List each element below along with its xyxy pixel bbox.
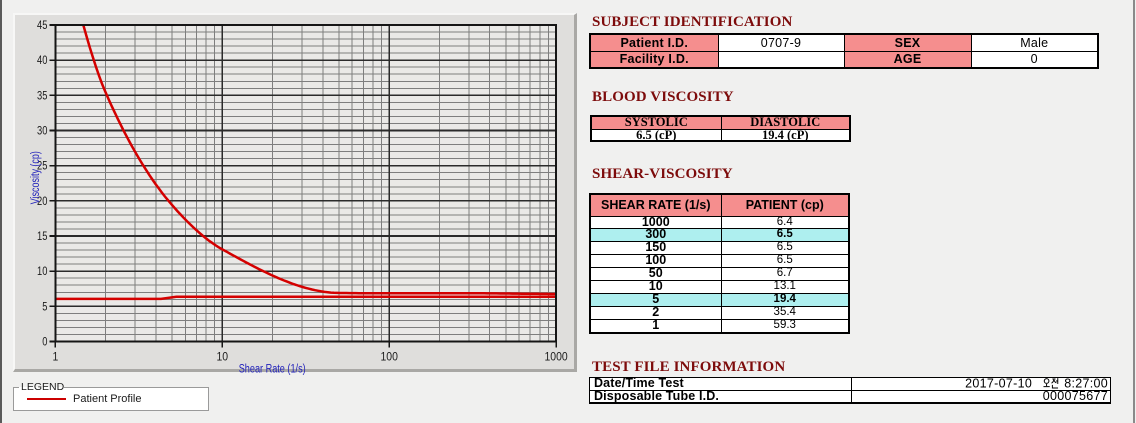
svg-text:Shear Rate (1/s): Shear Rate (1/s)	[239, 364, 306, 376]
svg-text:5: 5	[42, 301, 47, 313]
svg-text:25: 25	[37, 161, 47, 173]
svg-text:15: 15	[37, 231, 47, 243]
svg-text:100: 100	[381, 352, 398, 364]
svg-text:35: 35	[37, 90, 47, 102]
svg-text:1000: 1000	[545, 352, 568, 364]
svg-text:0: 0	[42, 337, 47, 349]
svg-text:30: 30	[37, 126, 47, 138]
svg-text:40: 40	[37, 55, 47, 67]
svg-text:Viscosity (cp): Viscosity (cp)	[30, 151, 42, 204]
svg-text:20: 20	[37, 196, 47, 208]
svg-text:10: 10	[37, 266, 47, 278]
svg-text:1: 1	[53, 352, 59, 364]
svg-text:10: 10	[217, 352, 229, 364]
svg-text:45: 45	[37, 20, 47, 32]
